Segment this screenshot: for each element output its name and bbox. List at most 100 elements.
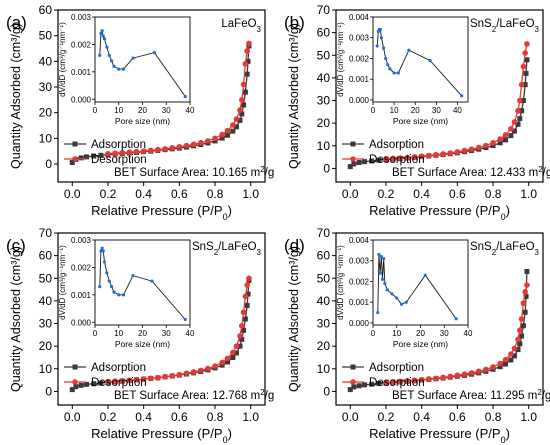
adsorption-point	[369, 158, 375, 164]
desorption-point	[212, 363, 218, 369]
inset-x-tick-label: 30	[440, 329, 449, 338]
inset-y-tick-label: 0.002	[71, 263, 92, 272]
inset-point	[378, 271, 382, 275]
desorption-point	[126, 149, 133, 156]
adsorption-point	[515, 121, 521, 127]
adsorption-point	[84, 381, 90, 387]
inset-point	[121, 67, 126, 71]
y-tick-label: 60	[39, 3, 53, 17]
legend-desorption-marker	[350, 379, 356, 385]
desorption-point	[224, 127, 231, 134]
plot-frame	[335, 9, 544, 183]
adsorption-point	[230, 128, 236, 134]
desorption-point	[119, 149, 126, 156]
desorption-point	[522, 50, 528, 56]
inset-point	[131, 56, 135, 60]
inset-y-tick-label: 0.001	[349, 75, 370, 84]
inset-point	[102, 260, 107, 264]
inset-point	[404, 300, 408, 304]
inset-point	[101, 249, 105, 253]
inset-point	[131, 274, 135, 278]
desorption-point	[112, 150, 118, 157]
inset-x-tick-label: 40	[186, 329, 195, 338]
adsorption-point	[347, 164, 353, 170]
y-tick-label: 10	[39, 131, 53, 145]
inset-point	[183, 94, 187, 99]
desorption-point	[404, 378, 411, 384]
adsorption-point	[241, 102, 247, 108]
inset-point	[392, 71, 396, 75]
inset-frame	[372, 16, 469, 103]
desorption-point	[517, 327, 523, 334]
y-tick-label: 30	[317, 317, 331, 331]
y-tick-label: 40	[39, 54, 53, 68]
x-tick-label: 0.0	[342, 187, 359, 201]
inset-point	[399, 302, 404, 306]
x-tick-label: 0.6	[449, 410, 466, 424]
x-tick-label: 1.0	[242, 410, 259, 424]
desorption-point	[205, 365, 211, 372]
legend-desorption-marker	[72, 156, 78, 162]
desorption-point	[461, 147, 468, 154]
desorption-point	[242, 293, 249, 300]
legend-adsorption-label: Adsorption	[91, 362, 146, 374]
adsorption-point	[91, 153, 97, 159]
desorption-point	[508, 351, 514, 357]
y-tick-label: 40	[317, 294, 331, 308]
y-tick-label: 50	[317, 271, 331, 285]
adsorption-point	[519, 108, 525, 114]
adsorption-point	[376, 157, 382, 163]
desorption-point	[440, 374, 446, 381]
desorption-point	[224, 355, 231, 362]
inset-point	[107, 279, 111, 283]
adsorption-point	[98, 152, 104, 158]
inset-point	[121, 293, 126, 297]
adsorption-point	[245, 291, 251, 297]
adsorption-point	[351, 384, 357, 390]
adsorption-point	[242, 89, 248, 95]
adsorption-point	[245, 58, 251, 64]
desorption-point	[240, 81, 247, 88]
desorption-point	[212, 135, 218, 142]
desorption-point	[390, 155, 396, 162]
desorption-point	[447, 150, 454, 156]
desorption-point	[511, 119, 518, 125]
y-tick-label: 30	[39, 317, 53, 331]
desorption-point	[205, 138, 211, 144]
adsorption-point	[237, 117, 243, 123]
adsorption-point	[524, 57, 530, 63]
inset-point	[379, 254, 383, 259]
y-tick-label: 20	[39, 339, 53, 353]
adsorption-point	[356, 160, 362, 166]
inset-x-tick-label: 0	[93, 329, 98, 338]
plot-frame	[57, 9, 266, 183]
desorption-point	[468, 146, 475, 152]
desorption-point	[237, 107, 243, 113]
adsorption-point	[508, 133, 514, 139]
inset-x-tick-label: 30	[162, 106, 171, 115]
adsorption-point	[239, 336, 245, 342]
inset-y-axis-label: dV/dD (cm³/g⁻¹nm⁻¹)	[336, 245, 345, 320]
x-tick-label: 1.0	[242, 187, 259, 201]
adsorption-point	[219, 135, 225, 141]
inset-point	[99, 249, 103, 253]
inset-chart: 0.000 0.001 0.002 0.003 0 10 20 30 40 Pore size (…	[58, 236, 195, 349]
adsorption-point	[511, 128, 517, 134]
inset-point	[152, 51, 156, 55]
x-axis-label: Relative Pressure (P/P0)	[91, 426, 232, 445]
desorption-point	[219, 131, 225, 138]
adsorption-point	[237, 343, 243, 349]
desorption-point	[390, 379, 396, 385]
desorption-point	[133, 376, 140, 383]
desorption-point	[105, 150, 111, 157]
desorption-point	[244, 48, 250, 54]
adsorption-point	[520, 98, 526, 104]
bet-surface-area: BET Surface Area: 12.433 m2/g	[392, 165, 550, 180]
adsorption-point	[511, 353, 517, 359]
x-tick-label: 0.4	[135, 410, 152, 424]
legend-adsorption-marker	[350, 141, 356, 147]
inset-point	[379, 36, 384, 40]
panel-label: (d)	[284, 236, 305, 255]
inset-x-axis-label: Pore size (nm)	[115, 116, 170, 126]
adsorption-point	[362, 382, 368, 388]
